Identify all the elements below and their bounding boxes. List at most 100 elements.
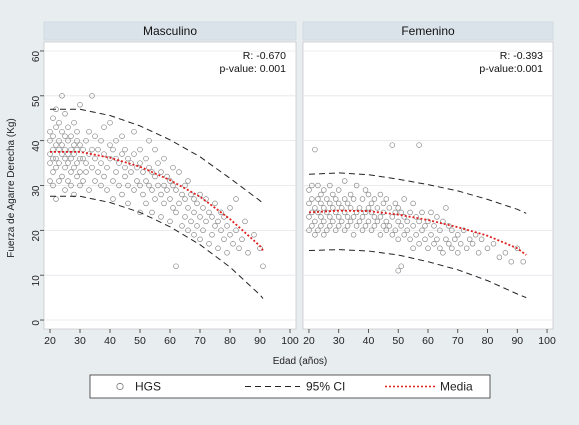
data-point (197, 214, 203, 220)
x-tick-label: 60 (164, 335, 176, 347)
data-point (344, 214, 351, 220)
data-point (327, 182, 333, 189)
x-tick-label: 60 (422, 335, 434, 347)
data-point (125, 155, 131, 162)
data-point (344, 223, 351, 229)
data-point (440, 218, 446, 225)
data-point (398, 263, 404, 269)
data-point (176, 169, 182, 175)
data-point (315, 182, 321, 189)
data-point (321, 232, 327, 238)
data-point (68, 182, 74, 189)
data-point (62, 164, 68, 171)
data-point (318, 223, 324, 229)
panel-title: Femenino (401, 24, 455, 38)
data-point (332, 196, 339, 202)
data-point (330, 205, 336, 211)
data-point (377, 232, 384, 238)
data-point (80, 178, 86, 184)
data-point (371, 214, 378, 220)
data-point (56, 160, 62, 166)
annotation-r: R: -0.393 (500, 50, 543, 62)
panel-strip (43, 21, 297, 41)
data-point (167, 178, 173, 184)
x-tick-label: 90 (254, 335, 266, 347)
data-point (227, 205, 233, 211)
data-point (386, 205, 393, 211)
data-point (386, 223, 393, 229)
data-point (520, 258, 526, 265)
scatter-points (306, 142, 526, 274)
data-point (398, 223, 404, 229)
data-point (434, 214, 440, 220)
data-point (200, 205, 206, 211)
data-point (478, 236, 485, 243)
legend-media-label: Media (440, 380, 473, 394)
data-point (113, 137, 119, 144)
data-point (47, 160, 53, 166)
data-point (95, 146, 101, 153)
data-point (140, 191, 146, 198)
data-point (389, 232, 396, 238)
data-point (47, 137, 53, 144)
data-point (209, 232, 215, 238)
data-point (164, 187, 170, 193)
data-point (176, 200, 182, 207)
y-tick-label: 50 (31, 95, 42, 107)
data-point (56, 119, 62, 126)
data-point (185, 178, 191, 184)
data-point (104, 187, 110, 193)
data-point (341, 227, 348, 234)
data-point (341, 178, 348, 184)
data-point (155, 182, 161, 189)
data-point (68, 155, 74, 162)
data-point (155, 160, 161, 166)
data-point (224, 223, 230, 229)
y-tick-label: 30 (31, 185, 42, 197)
data-point (197, 191, 203, 198)
data-point (395, 218, 401, 225)
data-point (77, 102, 83, 108)
data-point (383, 227, 390, 234)
data-point (236, 245, 242, 252)
data-point (327, 214, 333, 220)
data-point (185, 205, 191, 211)
data-point (374, 218, 381, 225)
legend-hgs-label: HGS (135, 380, 161, 394)
data-point (146, 137, 152, 144)
data-point (321, 218, 327, 225)
data-point (318, 214, 324, 220)
data-point (113, 169, 119, 175)
data-point (341, 196, 348, 202)
data-point (200, 227, 206, 234)
x-tick-label: 80 (224, 335, 236, 347)
data-point (324, 196, 330, 202)
data-point (131, 128, 137, 135)
data-point (197, 236, 203, 243)
data-point (50, 182, 56, 189)
data-point (306, 187, 312, 193)
data-point (143, 200, 149, 207)
data-point (194, 200, 200, 207)
data-point (62, 111, 68, 117)
data-point (452, 236, 458, 243)
data-point (422, 223, 428, 229)
data-point (380, 223, 387, 229)
data-point (92, 178, 98, 184)
data-point (125, 182, 131, 189)
data-point (173, 187, 179, 193)
data-point (137, 209, 143, 216)
y-tick-label: 60 (31, 51, 42, 63)
data-point (392, 200, 399, 207)
data-point (131, 151, 137, 157)
x-axis-label: Edad (años) (273, 356, 327, 367)
data-point (65, 178, 71, 184)
data-point (401, 214, 407, 220)
data-point (377, 214, 384, 220)
data-point (437, 245, 443, 252)
x-tick-label: 70 (452, 335, 464, 347)
data-point (457, 241, 464, 247)
y-tick-label: 20 (31, 230, 42, 242)
data-point (347, 191, 354, 198)
data-point (443, 236, 449, 243)
